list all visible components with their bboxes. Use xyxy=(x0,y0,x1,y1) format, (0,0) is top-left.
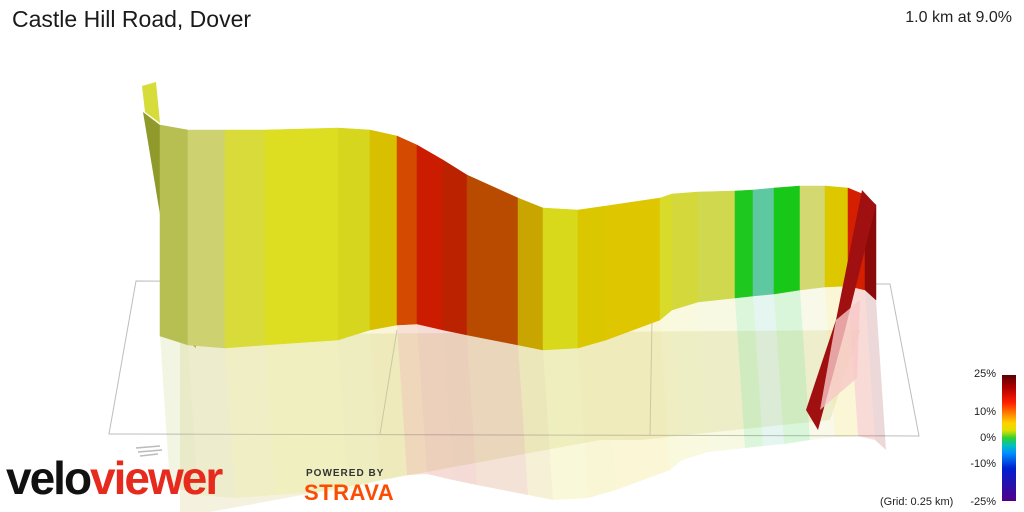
profile-segment[interactable] xyxy=(442,159,468,336)
profile-segment-reflection xyxy=(578,340,616,498)
legend-label-0: 0% xyxy=(980,432,996,444)
profile-segment-reflection xyxy=(370,325,407,480)
legend-label-min: -25% xyxy=(970,496,996,508)
profile-segment-reflection xyxy=(698,298,745,452)
profile-segment-reflection xyxy=(865,290,886,450)
profile-segment[interactable] xyxy=(187,129,226,349)
profile-segment-reflection xyxy=(160,336,198,495)
strava-logo[interactable]: STRAVA xyxy=(304,480,395,505)
profile-segment[interactable] xyxy=(159,124,189,346)
grid-line xyxy=(379,329,398,435)
profile-segments xyxy=(159,124,886,500)
profile-segment[interactable] xyxy=(416,144,444,331)
profile-segment[interactable] xyxy=(369,129,398,331)
profile-segment[interactable] xyxy=(577,205,607,349)
profile-segment[interactable] xyxy=(517,197,544,351)
profile-segment[interactable] xyxy=(224,129,266,349)
profile-segment[interactable] xyxy=(396,135,418,326)
profile-segment-reflection xyxy=(753,294,784,446)
profile-segment-reflection xyxy=(443,330,477,485)
profile-segment[interactable] xyxy=(542,207,579,351)
grid-scale-note: (Grid: 0.25 km) xyxy=(880,496,954,508)
profile-segment-reflection xyxy=(338,330,380,490)
profile-segment-reflection xyxy=(672,302,708,460)
profile-segment-reflection xyxy=(188,345,235,498)
route-title: Castle Hill Road, Dover xyxy=(12,6,252,32)
profile-segment-reflection xyxy=(265,340,348,495)
legend-label-max: 25% xyxy=(973,368,996,380)
profile-segment-reflection xyxy=(467,335,528,495)
profile-segment-reflection xyxy=(397,324,427,475)
profile-segment-reflection xyxy=(774,290,810,444)
route-summary: 1.0 km at 9.0% xyxy=(905,9,1012,26)
profile-segment[interactable] xyxy=(466,174,519,346)
profile-segment[interactable] xyxy=(824,185,849,288)
profile-segment[interactable] xyxy=(697,190,736,303)
profile-segment[interactable] xyxy=(752,187,775,297)
profile-segment-reflection xyxy=(417,324,453,480)
legend-label-10: 10% xyxy=(973,406,996,418)
grid-line xyxy=(649,319,653,436)
profile-segment[interactable] xyxy=(605,197,661,341)
veloviewer-logo[interactable]: veloviewer xyxy=(6,452,223,504)
speed-lines-icon xyxy=(135,445,163,457)
gradient-legend-bar xyxy=(1002,375,1016,501)
profile-segment[interactable] xyxy=(337,127,371,341)
profile-segment[interactable] xyxy=(659,193,673,321)
profile-tail xyxy=(806,190,876,430)
profile-segment[interactable] xyxy=(799,185,826,291)
profile-segment-reflection xyxy=(735,296,763,448)
profile-segment[interactable] xyxy=(264,127,339,346)
profile-segment-reflection xyxy=(518,345,553,500)
powered-by-label: POWERED BY xyxy=(306,468,385,479)
profile-segment-reflection xyxy=(606,320,670,490)
profile-segment[interactable] xyxy=(734,189,754,299)
profile-segment-reflection xyxy=(225,345,275,498)
profile-reflection xyxy=(180,330,860,512)
profile-top-tab xyxy=(142,82,160,123)
profile-segment[interactable] xyxy=(773,185,801,295)
legend-label-neg10: -10% xyxy=(970,458,996,470)
profile-segment-reflection xyxy=(660,310,682,470)
profile-tail-reflection xyxy=(820,300,860,410)
profile-segment-reflection xyxy=(543,348,588,500)
profile-segment[interactable] xyxy=(671,191,699,311)
